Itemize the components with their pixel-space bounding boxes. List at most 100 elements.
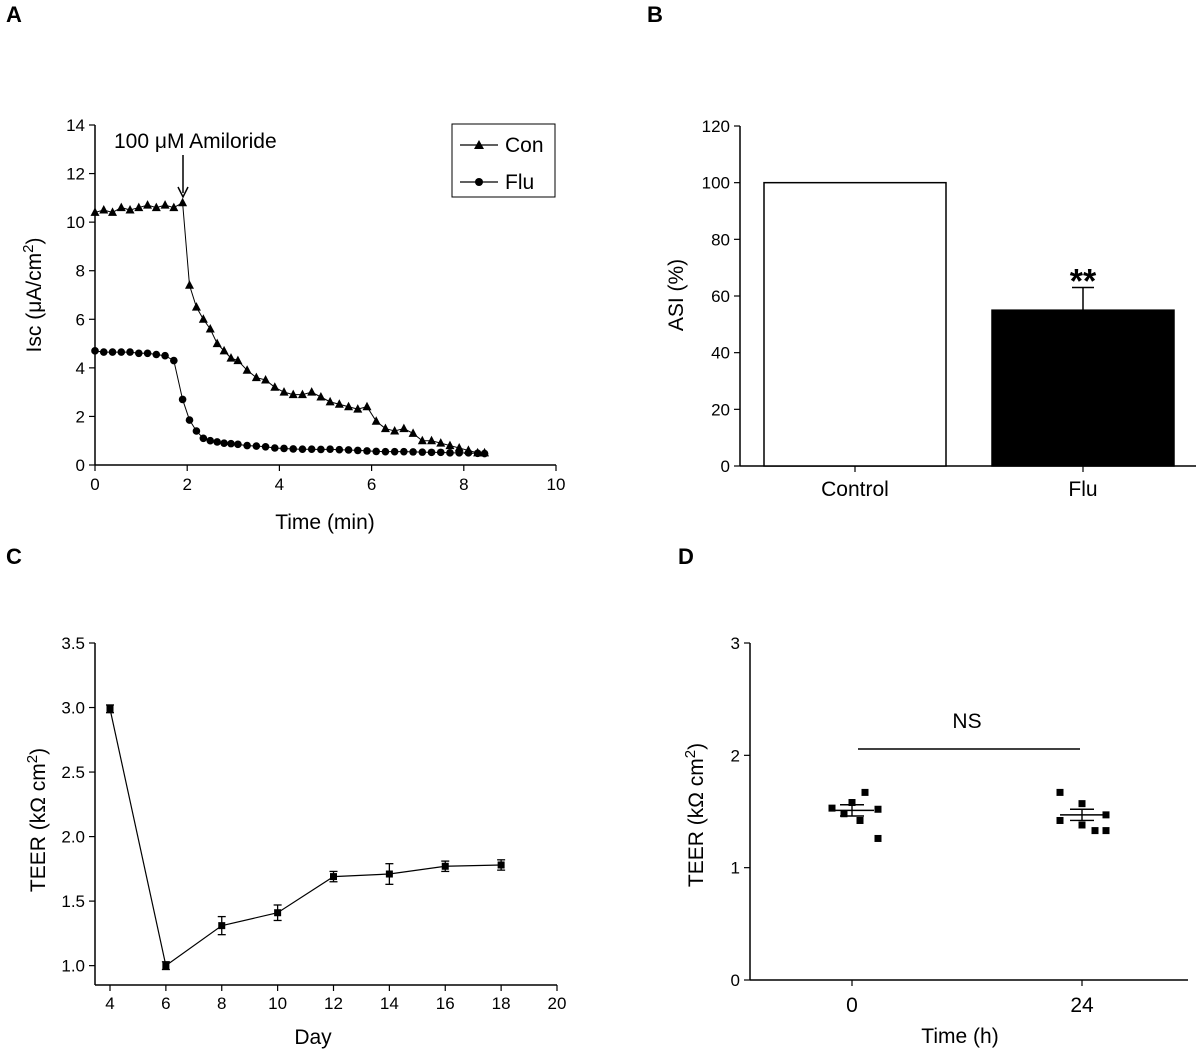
panel-a-axes [94, 125, 556, 466]
data-point-flu [473, 449, 482, 458]
data-point [840, 810, 848, 818]
data-point-con [417, 435, 427, 445]
legend-flu-marker [475, 178, 483, 186]
y-tick-label: 0 [731, 971, 740, 990]
y-tick-label: 100 [702, 174, 730, 193]
data-point [861, 788, 869, 796]
panel-c-ticks: 4 6 8 10 12 14 16 18 20 1.0 1.5 2.0 2.5 3.0 3.5 [61, 634, 566, 1013]
data-point-flu [185, 416, 194, 424]
data-point [218, 922, 226, 930]
y-tick-label: 6 [76, 310, 85, 329]
data-point-flu [280, 444, 288, 453]
data-point-con [125, 205, 135, 214]
data-point [106, 705, 114, 713]
x-tick-label: 4 [105, 994, 114, 1013]
x-tick-label: 14 [380, 994, 399, 1013]
x-tick-label: 6 [161, 994, 170, 1013]
x-tick-label: 18 [492, 994, 511, 1013]
panel-c-axes [94, 643, 557, 986]
data-point-con [408, 428, 418, 437]
data-point-flu [372, 447, 381, 456]
data-point [874, 834, 882, 842]
data-point-flu [108, 348, 117, 356]
series-line-teer [109, 708, 502, 967]
data-point-flu [455, 449, 463, 457]
data-point-con [362, 401, 372, 411]
data-point-con [325, 396, 335, 406]
data-point-con [178, 197, 188, 207]
data-point-flu [289, 445, 298, 453]
data-point-flu [261, 442, 270, 451]
data-point-flu [117, 348, 126, 356]
data-point-flu [344, 446, 353, 454]
category-label-control: Control [821, 478, 889, 501]
data-point [385, 870, 393, 878]
data-point-flu [427, 448, 436, 457]
data-point-flu [363, 447, 371, 455]
data-point-flu [178, 395, 187, 404]
data-point-flu [409, 448, 417, 456]
panel-a-ticks: 0 2 4 6 8 10 0 2 4 6 8 10 12 14 [66, 116, 565, 494]
panel-c-series [106, 704, 506, 971]
data-point [1078, 800, 1086, 808]
y-tick-label: 2 [76, 407, 85, 426]
data-point-flu [480, 449, 489, 458]
legend-con-label: Con [505, 134, 544, 157]
y-tick-label: 20 [711, 400, 730, 419]
panel-c-letter: C [6, 544, 22, 569]
y-tick-label: 4 [76, 359, 85, 378]
data-point-con [134, 202, 144, 212]
data-point-con [226, 353, 236, 362]
panel-d: D 0 1 2 3 0 24 NS Time (h) TEER (kΩ cm2) [678, 544, 1188, 1048]
x-tick-label: 8 [217, 994, 226, 1013]
data-point-con [90, 207, 100, 216]
panel-d-ylabel: TEER (kΩ cm2) [682, 743, 708, 887]
data-point-con [371, 416, 381, 425]
y-tick-label: 3 [731, 634, 740, 653]
data-point-con [445, 440, 455, 450]
x-tick-label: 2 [182, 475, 191, 494]
panel-a: A 0 2 4 6 8 10 0 2 4 6 8 10 12 14 100 μM Amiloride Co… [6, 2, 565, 534]
series-line-con [94, 201, 485, 454]
x-tick-label: 4 [275, 475, 284, 494]
x-tick-label: 20 [548, 994, 567, 1013]
data-point-con [436, 438, 446, 447]
panel-a-annotation: 100 μM Amiloride [114, 130, 277, 153]
data-point-con [261, 375, 271, 384]
x-tick-label: 12 [324, 994, 343, 1013]
y-tick-label: 10 [66, 213, 85, 232]
y-tick-label: 2.0 [61, 828, 85, 847]
panel-c-ylabel: TEER (kΩ cm2) [24, 748, 50, 892]
panel-d-axes: 0 1 2 3 [731, 634, 1188, 990]
series-line-flu [94, 350, 485, 455]
data-point-flu [353, 446, 362, 455]
y-tick-label: 1 [731, 859, 740, 878]
data-point-flu [381, 447, 390, 456]
panel-a-xlabel: Time (min) [275, 511, 375, 534]
panel-c: C 4 6 8 10 12 14 16 18 201.01.52.02.53.03.5 Day … [6, 544, 566, 1049]
data-point [1056, 816, 1064, 824]
panel-c-xlabel: Day [294, 1026, 332, 1049]
data-point-con [427, 435, 437, 445]
y-tick-label: 120 [702, 117, 730, 136]
y-tick-label: 12 [66, 165, 85, 184]
data-point-con [143, 200, 153, 209]
data-point-con [219, 345, 229, 355]
y-tick-label: 1.0 [61, 957, 85, 976]
data-point [497, 861, 505, 869]
y-tick-label: 8 [76, 262, 85, 281]
data-point-con [233, 355, 243, 365]
y-tick-label: 60 [711, 287, 730, 306]
x-tick-label: 8 [459, 475, 468, 494]
data-point [441, 862, 449, 870]
panel-b-significance: ** [1070, 263, 1097, 301]
data-point-con [108, 207, 118, 216]
data-point-con [198, 314, 208, 323]
data-point-con [297, 389, 307, 399]
data-point-flu [400, 447, 408, 456]
panel-d-ns-annotation: NS [858, 710, 1080, 750]
data-point-con [212, 338, 222, 348]
data-point-con [270, 382, 280, 391]
data-point [1091, 827, 1099, 835]
